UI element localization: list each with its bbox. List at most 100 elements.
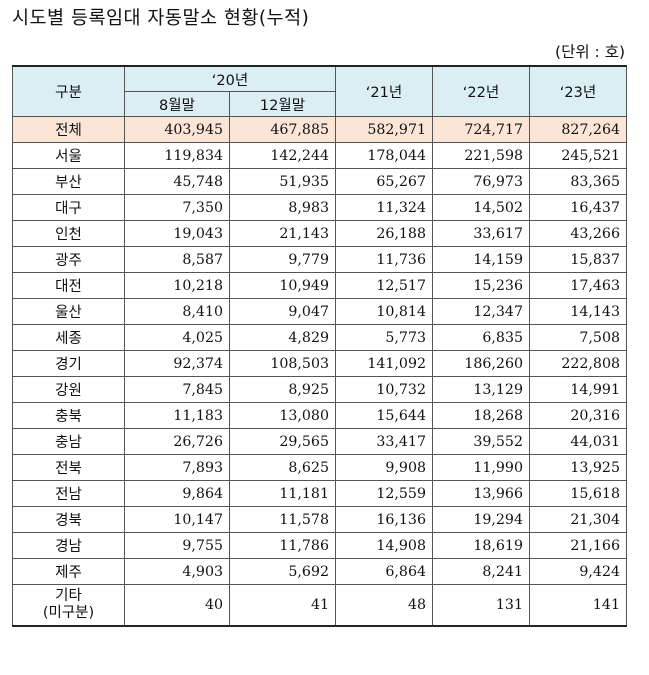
value-cell-y22: 6,835 — [432, 324, 530, 351]
value-cell-y21: 33,417 — [335, 428, 433, 455]
header-row-1: 구분 ‘20년 ‘21년 ‘22년 ‘23년 — [12, 65, 627, 117]
value-cell-y21: 48 — [335, 584, 433, 627]
value-cell-aug20: 45,748 — [124, 168, 230, 195]
table-row: 울산 8,410 9,047 10,814 12,347 14,143 — [12, 298, 627, 325]
region-cell: 세종 — [12, 324, 125, 351]
value-cell-y22: 11,990 — [432, 454, 530, 481]
value-cell-dec20: 8,625 — [229, 454, 336, 481]
header-2021: ‘21년 — [335, 65, 433, 117]
table-row: 강원 7,845 8,925 10,732 13,129 14,991 — [12, 376, 627, 403]
region-cell: 강원 — [12, 376, 125, 403]
region-cell: 전체 — [12, 116, 125, 143]
value-cell-dec20: 9,779 — [229, 246, 336, 273]
value-cell-aug20: 9,864 — [124, 480, 230, 507]
value-cell-aug20: 9,755 — [124, 532, 230, 559]
table-row: 경북 10,147 11,578 16,136 19,294 21,304 — [12, 506, 627, 533]
value-cell-y23: 43,266 — [529, 220, 627, 247]
header-2022: ‘22년 — [432, 65, 530, 117]
region-cell: 제주 — [12, 558, 125, 585]
value-cell-y21: 178,044 — [335, 142, 433, 169]
region-cell: 서울 — [12, 142, 125, 169]
table-row: 전북 7,893 8,625 9,908 11,990 13,925 — [12, 454, 627, 481]
region-cell: 경남 — [12, 532, 125, 559]
value-cell-dec20: 11,181 — [229, 480, 336, 507]
value-cell-y22: 724,717 — [432, 116, 530, 143]
value-cell-y22: 18,619 — [432, 532, 530, 559]
value-cell-aug20: 19,043 — [124, 220, 230, 247]
value-cell-aug20: 7,893 — [124, 454, 230, 481]
region-cell: 충남 — [12, 428, 125, 455]
value-cell-y22: 131 — [432, 584, 530, 627]
value-cell-y22: 13,966 — [432, 480, 530, 507]
region-cell: 전북 — [12, 454, 125, 481]
value-cell-aug20: 92,374 — [124, 350, 230, 377]
value-cell-y21: 5,773 — [335, 324, 433, 351]
table-body: 전체 403,945 467,885 582,971 724,717 827,264 서울 1… — [12, 116, 627, 627]
region-cell: 기타 (미구분) — [12, 584, 125, 627]
table-row: 세종 4,025 4,829 5,773 6,835 7,508 — [12, 324, 627, 351]
region-cell: 인천 — [12, 220, 125, 247]
cancellation-table: 구분 ‘20년 ‘21년 ‘22년 ‘23년 8월말 12월말 전체 403,94… — [12, 65, 627, 627]
value-cell-y21: 65,267 — [335, 168, 433, 195]
value-cell-y23: 16,437 — [529, 194, 627, 221]
value-cell-dec20: 51,935 — [229, 168, 336, 195]
region-label-line2: (미구분) — [42, 605, 95, 621]
value-cell-dec20: 29,565 — [229, 428, 336, 455]
value-cell-y21: 15,644 — [335, 402, 433, 429]
header-2020-dec: 12월말 — [229, 91, 336, 117]
value-cell-y23: 83,365 — [529, 168, 627, 195]
region-cell: 경기 — [12, 350, 125, 377]
value-cell-y23: 9,424 — [529, 558, 627, 585]
value-cell-y21: 26,188 — [335, 220, 433, 247]
value-cell-y23: 7,508 — [529, 324, 627, 351]
header-2023: ‘23년 — [529, 65, 627, 117]
value-cell-y21: 11,736 — [335, 246, 433, 273]
value-cell-dec20: 13,080 — [229, 402, 336, 429]
value-cell-y21: 9,908 — [335, 454, 433, 481]
value-cell-y21: 10,814 — [335, 298, 433, 325]
table-row: 충북 11,183 13,080 15,644 18,268 20,316 — [12, 402, 627, 429]
value-cell-dec20: 5,692 — [229, 558, 336, 585]
value-cell-y23: 17,463 — [529, 272, 627, 299]
header-region: 구분 — [12, 65, 125, 117]
value-cell-aug20: 403,945 — [124, 116, 230, 143]
table-row: 제주 4,903 5,692 6,864 8,241 9,424 — [12, 558, 627, 585]
region-cell: 대구 — [12, 194, 125, 221]
table-row: 서울 119,834 142,244 178,044 221,598 245,521 — [12, 142, 627, 169]
value-cell-y23: 20,316 — [529, 402, 627, 429]
header-2020-aug: 8월말 — [124, 91, 230, 117]
region-label-line1: 기타 — [55, 588, 82, 604]
region-cell: 광주 — [12, 246, 125, 273]
value-cell-y23: 13,925 — [529, 454, 627, 481]
total-row: 전체 403,945 467,885 582,971 724,717 827,264 — [12, 116, 627, 143]
value-cell-y23: 245,521 — [529, 142, 627, 169]
value-cell-y23: 141 — [529, 584, 627, 627]
table-row: 인천 19,043 21,143 26,188 33,617 43,266 — [12, 220, 627, 247]
value-cell-dec20: 108,503 — [229, 350, 336, 377]
value-cell-y21: 11,324 — [335, 194, 433, 221]
value-cell-aug20: 11,183 — [124, 402, 230, 429]
value-cell-aug20: 7,845 — [124, 376, 230, 403]
value-cell-y22: 76,973 — [432, 168, 530, 195]
header-row-2: 8월말 12월말 — [13, 91, 627, 117]
value-cell-dec20: 11,786 — [229, 532, 336, 559]
value-cell-y21: 14,908 — [335, 532, 433, 559]
value-cell-y23: 14,991 — [529, 376, 627, 403]
value-cell-y22: 15,236 — [432, 272, 530, 299]
table-row: 경남 9,755 11,786 14,908 18,619 21,166 — [12, 532, 627, 559]
value-cell-y21: 141,092 — [335, 350, 433, 377]
table-row: 대전 10,218 10,949 12,517 15,236 17,463 — [12, 272, 627, 299]
unit-label: (단위 : 호) — [555, 43, 625, 61]
value-cell-y22: 12,347 — [432, 298, 530, 325]
value-cell-dec20: 4,829 — [229, 324, 336, 351]
value-cell-dec20: 11,578 — [229, 506, 336, 533]
region-cell: 부산 — [12, 168, 125, 195]
value-cell-dec20: 9,047 — [229, 298, 336, 325]
value-cell-y22: 8,241 — [432, 558, 530, 585]
value-cell-y23: 21,304 — [529, 506, 627, 533]
value-cell-y23: 44,031 — [529, 428, 627, 455]
value-cell-y22: 39,552 — [432, 428, 530, 455]
value-cell-y21: 16,136 — [335, 506, 433, 533]
region-cell: 경북 — [12, 506, 125, 533]
header-2020: ‘20년 — [124, 65, 336, 92]
